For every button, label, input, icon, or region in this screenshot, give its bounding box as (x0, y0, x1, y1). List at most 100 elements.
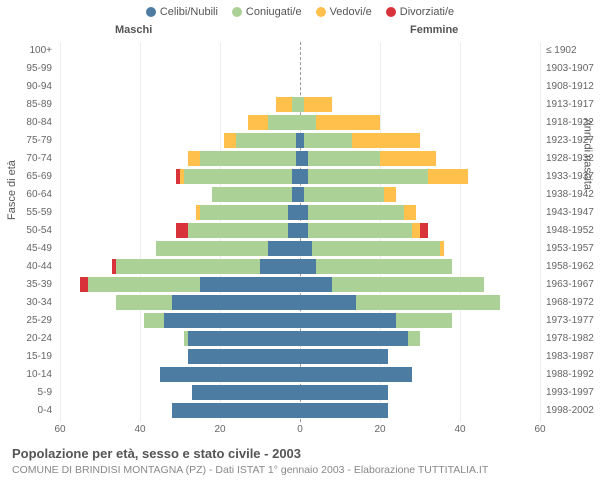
bar-segment (300, 241, 312, 256)
y-label-birth: 1908-1912 (542, 81, 598, 92)
bar-female (300, 205, 416, 220)
legend-swatch (232, 7, 242, 17)
age-row (60, 330, 540, 347)
bar-male (184, 331, 300, 346)
bar-segment (88, 277, 200, 292)
bar-female (300, 313, 452, 328)
age-row (60, 204, 540, 221)
y-label-birth: 1918-1922 (542, 117, 598, 128)
bar-segment (300, 295, 356, 310)
bar-segment (236, 133, 296, 148)
bar-segment (224, 133, 236, 148)
bar-female (300, 115, 380, 130)
bar-segment (276, 97, 292, 112)
bar-male (172, 403, 300, 418)
bar-segment (300, 277, 332, 292)
bar-segment (316, 259, 452, 274)
age-row (60, 402, 540, 419)
y-label-age: 45-49 (0, 243, 56, 254)
bar-segment (188, 349, 300, 364)
bar-segment (200, 205, 288, 220)
bar-female (300, 367, 412, 382)
bar-segment (440, 241, 444, 256)
bar-segment (356, 295, 500, 310)
bar-segment (80, 277, 88, 292)
age-row (60, 240, 540, 257)
bar-segment (260, 259, 300, 274)
bar-segment (164, 313, 300, 328)
bar-segment (300, 151, 308, 166)
y-label-birth: 1983-1987 (542, 351, 598, 362)
bar-segment (292, 97, 300, 112)
bar-segment (268, 115, 300, 130)
bar-segment (308, 205, 404, 220)
bar-segment (352, 133, 420, 148)
age-row (60, 348, 540, 365)
legend-label: Vedovi/e (330, 6, 372, 18)
y-label-birth: 1958-1962 (542, 261, 598, 272)
y-label-birth: 1993-1997 (542, 387, 598, 398)
y-label-age: 0-4 (0, 405, 56, 416)
bar-segment (308, 169, 428, 184)
bar-male (156, 241, 300, 256)
legend-item: Vedovi/e (316, 6, 372, 18)
legend-label: Coniugati/e (246, 6, 302, 18)
x-tick: 40 (134, 424, 145, 435)
x-tick: 0 (297, 424, 303, 435)
bar-segment (300, 313, 396, 328)
bar-segment (420, 223, 428, 238)
bar-segment (304, 133, 352, 148)
bar-male (112, 259, 300, 274)
bar-segment (300, 331, 408, 346)
bar-segment (212, 187, 292, 202)
y-label-birth: 1963-1967 (542, 279, 598, 290)
legend-label: Divorziati/e (400, 6, 454, 18)
bar-segment (188, 223, 288, 238)
legend-swatch (146, 7, 156, 17)
y-label-birth: 1943-1947 (542, 207, 598, 218)
age-row (60, 294, 540, 311)
y-label-birth: 1928-1932 (542, 153, 598, 164)
bar-segment (116, 259, 260, 274)
bar-segment (200, 151, 296, 166)
bar-female (300, 187, 396, 202)
bar-segment (304, 97, 332, 112)
bar-male (276, 97, 300, 112)
bar-male (248, 115, 300, 130)
legend-item: Coniugati/e (232, 6, 302, 18)
bar-female (300, 133, 420, 148)
bar-segment (188, 151, 200, 166)
x-axis: 6040200204060 (60, 424, 540, 440)
x-tick: 60 (54, 424, 65, 435)
y-label-age: 55-59 (0, 207, 56, 218)
age-row (60, 384, 540, 401)
age-row (60, 78, 540, 95)
y-label-age: 25-29 (0, 315, 56, 326)
bar-female (300, 151, 436, 166)
header-female: Femmine (410, 24, 458, 36)
bar-female (300, 349, 388, 364)
bar-segment (300, 259, 316, 274)
age-row (60, 150, 540, 167)
y-label-birth: 1938-1942 (542, 189, 598, 200)
y-label-birth: 1933-1937 (542, 171, 598, 182)
y-label-age: 35-39 (0, 279, 56, 290)
legend: Celibi/NubiliConiugati/eVedovi/eDivorzia… (0, 0, 600, 20)
y-label-age: 30-34 (0, 297, 56, 308)
bar-segment (176, 223, 188, 238)
bar-segment (408, 331, 420, 346)
y-label-age: 5-9 (0, 387, 56, 398)
y-label-birth: 1968-1972 (542, 297, 598, 308)
bar-segment (300, 205, 308, 220)
y-label-age: 100+ (0, 45, 56, 56)
bar-segment (184, 169, 292, 184)
bar-male (224, 133, 300, 148)
age-row (60, 60, 540, 77)
bar-segment (288, 205, 300, 220)
bar-segment (316, 115, 380, 130)
bar-segment (304, 187, 384, 202)
y-label-age: 80-84 (0, 117, 56, 128)
chart-title: Popolazione per età, sesso e stato civil… (12, 446, 301, 461)
x-tick: 40 (454, 424, 465, 435)
y-label-age: 50-54 (0, 225, 56, 236)
